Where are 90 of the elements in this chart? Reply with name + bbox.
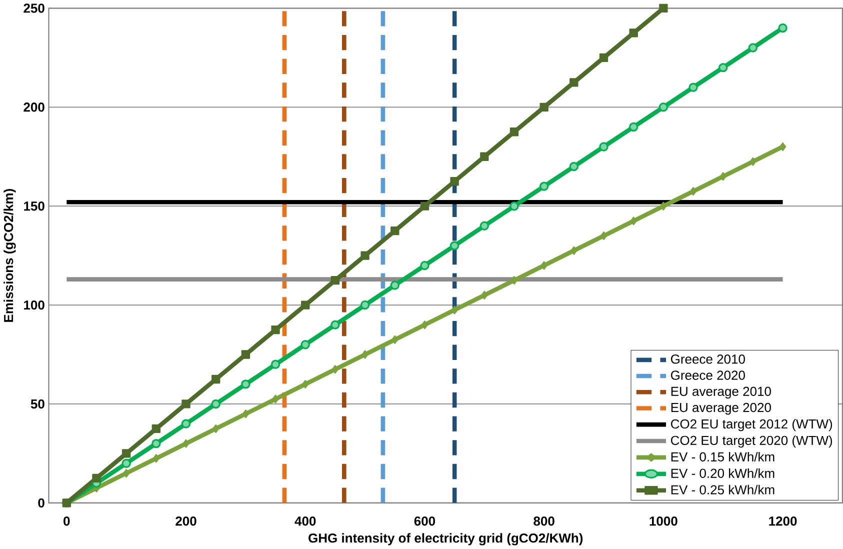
point xyxy=(540,261,548,270)
point xyxy=(480,152,489,161)
point xyxy=(600,231,608,240)
y-axis-title: Emissions (gCO2/km) xyxy=(4,189,16,322)
x-tick-label: 200 xyxy=(176,516,196,526)
point xyxy=(629,28,638,38)
point xyxy=(390,226,400,236)
point xyxy=(539,182,549,191)
point xyxy=(718,63,728,72)
x-tick-label: 800 xyxy=(534,516,554,526)
point xyxy=(510,128,519,136)
y-tick-label: 50 xyxy=(30,399,44,409)
point xyxy=(212,424,220,434)
point xyxy=(630,216,637,226)
point xyxy=(211,399,220,409)
point xyxy=(122,449,131,458)
x-tick-label: 400 xyxy=(294,516,316,526)
point xyxy=(628,122,638,132)
point xyxy=(658,102,668,112)
legend-label: EV - 0.15 kWh/km xyxy=(671,452,774,462)
point xyxy=(778,23,788,33)
y-tick-label: 250 xyxy=(24,4,44,13)
point xyxy=(92,474,101,483)
point xyxy=(570,246,578,255)
point xyxy=(330,276,340,285)
point xyxy=(360,300,370,310)
point xyxy=(450,241,460,250)
point xyxy=(481,290,488,300)
point xyxy=(688,82,698,92)
point xyxy=(212,374,220,384)
point xyxy=(451,306,458,314)
legend-label: EV - 0.25 kWh/km xyxy=(671,484,774,494)
point xyxy=(270,360,280,370)
x-tick-label: 1000 xyxy=(650,516,678,526)
point xyxy=(391,335,398,344)
point xyxy=(510,276,518,285)
point xyxy=(122,468,130,478)
point xyxy=(540,102,548,112)
point xyxy=(450,177,459,186)
x-axis-title: GHG intensity of electricity grid (gCO2/KWh) xyxy=(308,533,583,546)
point xyxy=(152,438,161,448)
point xyxy=(362,350,368,359)
legend-label: Greece 2010 xyxy=(670,354,745,364)
point xyxy=(720,172,726,181)
point xyxy=(660,202,667,210)
y-tick-label: 150 xyxy=(24,202,44,211)
legend-label: EU average 2020 xyxy=(671,402,771,415)
x-tick-label: 600 xyxy=(414,516,436,526)
legend-label: EV - 0.20 kWh/km xyxy=(671,468,774,478)
point xyxy=(241,380,250,389)
point xyxy=(330,320,340,330)
point xyxy=(599,53,608,62)
point xyxy=(360,251,370,260)
point xyxy=(332,365,339,374)
point xyxy=(152,454,160,463)
point xyxy=(779,142,786,152)
point xyxy=(421,320,428,330)
point xyxy=(181,419,191,428)
point xyxy=(480,221,489,231)
point xyxy=(272,394,279,404)
y-tick-label: 100 xyxy=(24,300,44,310)
point xyxy=(420,260,430,270)
point xyxy=(659,4,668,13)
point xyxy=(182,439,190,448)
point xyxy=(152,424,160,434)
x-tick-label: 0 xyxy=(64,516,70,526)
x-tick-label: 1200 xyxy=(769,516,797,526)
legend-label: Greece 2020 xyxy=(670,370,745,380)
point xyxy=(748,43,758,52)
y-tick-label: 200 xyxy=(24,102,44,112)
point xyxy=(241,350,250,359)
y-tick-label: 0 xyxy=(38,498,44,508)
point xyxy=(390,280,400,290)
point xyxy=(750,157,756,166)
point xyxy=(271,325,280,334)
point xyxy=(690,186,697,196)
legend-label: CO2 EU target 2012 (WTW) xyxy=(670,419,832,432)
point xyxy=(242,410,250,418)
legend-label: EU average 2010 xyxy=(671,386,771,399)
point xyxy=(300,340,310,350)
point xyxy=(122,458,131,468)
point xyxy=(302,380,309,389)
point xyxy=(599,142,608,152)
legend-label: CO2 EU target 2020 (WTW) xyxy=(670,436,832,448)
point xyxy=(510,202,519,211)
point xyxy=(301,300,310,310)
point xyxy=(570,78,578,87)
point xyxy=(182,400,190,408)
point xyxy=(420,202,430,210)
point xyxy=(569,162,579,172)
